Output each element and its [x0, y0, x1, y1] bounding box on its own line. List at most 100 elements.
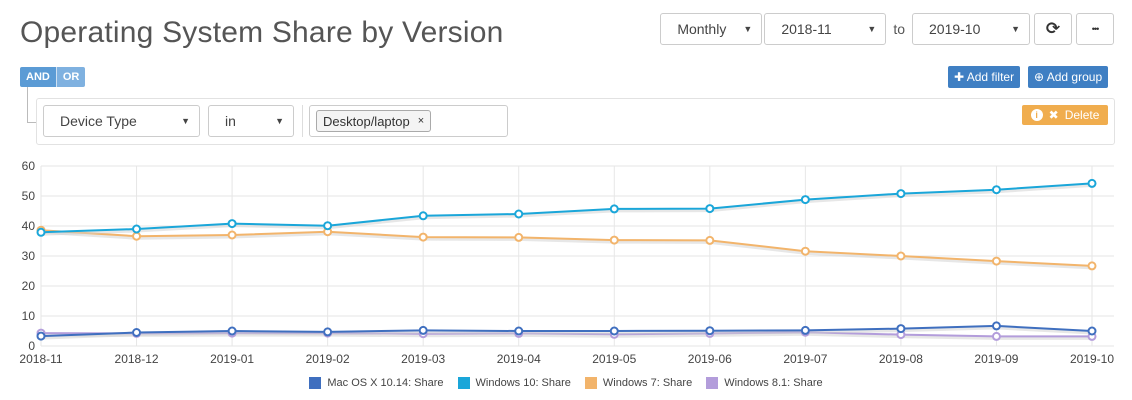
legend-label: Windows 10: Share: [475, 377, 571, 389]
add-group-icon: ⊕: [1034, 70, 1045, 84]
more-options-button[interactable]: •••: [1076, 13, 1114, 45]
rule-operator-value: in: [225, 113, 236, 129]
period-select[interactable]: Monthly ▼: [660, 13, 763, 45]
data-point[interactable]: [991, 256, 1001, 266]
legend-item[interactable]: Windows 10: Share: [457, 377, 571, 389]
x-tick-label: 2018-12: [115, 352, 159, 366]
legend-swatch: [457, 377, 470, 389]
rule-field-select[interactable]: Device Type ▼: [43, 105, 200, 137]
to-date-select[interactable]: 2019-10 ▼: [912, 13, 1030, 45]
data-point[interactable]: [36, 331, 46, 341]
legend-item[interactable]: Windows 8.1: Share: [706, 377, 823, 389]
legend-swatch: [584, 377, 597, 389]
series-line-shadow: [40, 332, 1092, 340]
data-point[interactable]: [705, 204, 715, 214]
chevron-down-icon: ▼: [275, 116, 284, 126]
data-point[interactable]: [132, 224, 142, 234]
data-point[interactable]: [227, 230, 237, 240]
legend-item[interactable]: Mac OS X 10.14: Share: [309, 377, 444, 389]
refresh-button[interactable]: ⟳: [1034, 13, 1072, 45]
chevron-down-icon: ▼: [1011, 24, 1020, 34]
x-tick-label: 2019-03: [401, 352, 445, 366]
data-point[interactable]: [418, 232, 428, 242]
data-point[interactable]: [1087, 178, 1097, 188]
chevron-down-icon: ▼: [181, 116, 190, 126]
data-point[interactable]: [896, 324, 906, 334]
tag-remove-icon[interactable]: ×: [417, 115, 425, 127]
data-point[interactable]: [36, 227, 46, 237]
to-date-value: 2019-10: [929, 21, 981, 37]
add-group-label: Add group: [1046, 70, 1103, 84]
chart-legend: Mac OS X 10.14: Share Windows 10: Share Wi…: [0, 377, 1132, 389]
y-tick-label: 30: [22, 249, 36, 263]
data-point[interactable]: [896, 251, 906, 261]
y-tick-label: 60: [22, 159, 36, 173]
series-line-shadow: [40, 230, 1093, 270]
x-tick-label: 2019-10: [1070, 352, 1114, 366]
rule-operator-select[interactable]: in ▼: [208, 105, 294, 137]
data-point[interactable]: [705, 235, 715, 245]
rule-field-value: Device Type: [60, 113, 137, 129]
filter-tree-connector: [27, 87, 37, 123]
add-filter-label: Add filter: [966, 70, 1015, 84]
data-point[interactable]: [132, 231, 142, 241]
and-or-toggle: AND OR: [20, 67, 86, 87]
page-title: Operating System Share by Version: [20, 16, 504, 49]
data-point[interactable]: [896, 189, 906, 199]
data-point[interactable]: [227, 326, 237, 336]
data-point[interactable]: [227, 219, 237, 229]
x-tick-label: 2019-09: [974, 352, 1018, 366]
line-chart: 0 10 20 30 40 50 60 2018-11 2018-12 2019-01 2019-0…: [19, 159, 1114, 366]
data-point[interactable]: [514, 232, 524, 242]
legend-swatch: [706, 377, 719, 389]
and-button[interactable]: AND: [20, 67, 56, 87]
from-date-select[interactable]: 2018-11 ▼: [764, 13, 887, 45]
data-point[interactable]: [514, 209, 524, 219]
data-point[interactable]: [323, 221, 333, 231]
to-label: to: [893, 21, 905, 37]
series-line-shadow: [40, 326, 1093, 340]
data-point[interactable]: [991, 331, 1001, 341]
value-tag: Desktop/laptop ×: [316, 110, 432, 132]
data-point[interactable]: [609, 204, 619, 214]
legend-label: Windows 7: Share: [602, 377, 693, 389]
x-tick-label: 2019-06: [688, 352, 732, 366]
data-point[interactable]: [418, 325, 428, 335]
series-line: [40, 182, 1093, 234]
delete-rule-button[interactable]: i ✖ Delete: [1022, 105, 1108, 125]
data-point[interactable]: [800, 325, 810, 335]
data-point[interactable]: [1087, 326, 1097, 336]
from-date-value: 2018-11: [781, 21, 832, 37]
or-button[interactable]: OR: [55, 67, 86, 87]
data-point[interactable]: [800, 246, 810, 256]
more-icon: •••: [1091, 24, 1100, 34]
legend-label: Windows 8.1: Share: [724, 377, 823, 389]
x-tick-label: 2018-11: [19, 352, 62, 366]
series-line: [40, 229, 1093, 267]
data-point[interactable]: [418, 211, 428, 221]
x-tick-label: 2019-04: [497, 352, 541, 366]
data-point[interactable]: [1087, 261, 1097, 271]
data-point[interactable]: [609, 326, 619, 336]
data-point[interactable]: [323, 327, 333, 337]
refresh-icon: ⟳: [1045, 19, 1061, 38]
data-point[interactable]: [705, 326, 715, 336]
data-point[interactable]: [991, 185, 1001, 195]
add-group-button[interactable]: ⊕ Add group: [1028, 66, 1109, 88]
legend-swatch: [309, 377, 322, 389]
y-tick-label: 40: [22, 219, 36, 233]
legend-item[interactable]: Windows 7: Share: [584, 377, 693, 389]
chevron-down-icon: ▼: [743, 24, 753, 34]
data-point[interactable]: [609, 235, 619, 245]
add-filter-button[interactable]: ✚ Add filter: [948, 66, 1021, 88]
data-point[interactable]: [991, 321, 1001, 331]
rule-values-input[interactable]: Desktop/laptop ×: [309, 105, 508, 137]
chevron-down-icon: ▼: [867, 24, 877, 34]
data-point[interactable]: [514, 326, 524, 336]
date-toolbar: Monthly ▼ 2018-11 ▼ to 2019-10 ▼ ⟳ •••: [660, 13, 1114, 45]
data-point[interactable]: [800, 195, 810, 205]
x-tick-label: 2019-07: [783, 352, 827, 366]
y-tick-label: 10: [22, 309, 36, 323]
data-point[interactable]: [132, 328, 142, 337]
series-line-shadow: [40, 183, 1093, 236]
